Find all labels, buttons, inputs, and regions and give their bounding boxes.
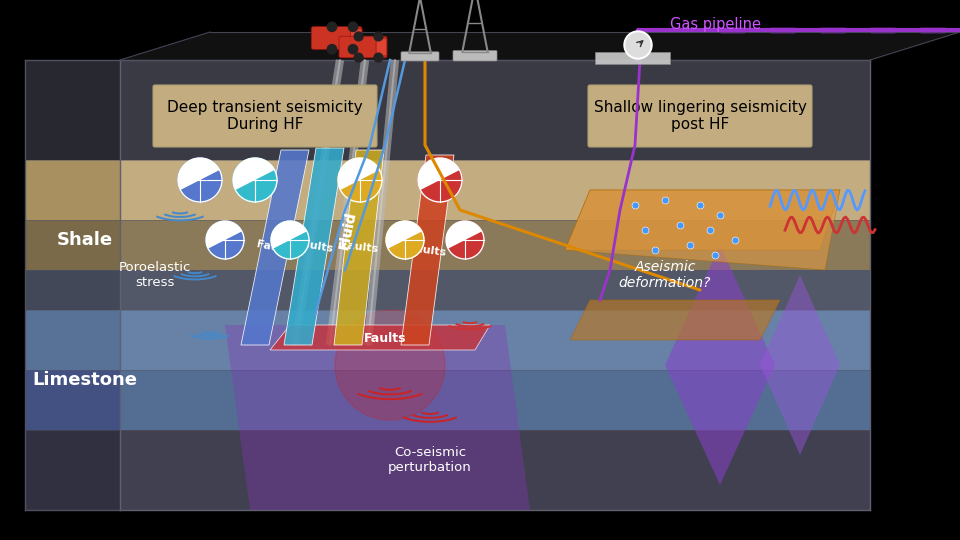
Circle shape	[386, 221, 424, 259]
Circle shape	[233, 158, 277, 202]
Circle shape	[626, 33, 650, 57]
Circle shape	[418, 158, 462, 202]
Polygon shape	[241, 150, 309, 345]
Polygon shape	[120, 60, 870, 510]
Polygon shape	[25, 60, 120, 160]
Circle shape	[446, 221, 484, 259]
Circle shape	[374, 32, 383, 41]
Text: Faults: Faults	[340, 240, 378, 254]
Circle shape	[327, 44, 337, 54]
Text: Aseismic
deformation?: Aseismic deformation?	[619, 260, 711, 290]
Text: Poroelastic
stress: Poroelastic stress	[119, 261, 191, 289]
Polygon shape	[25, 270, 120, 310]
Polygon shape	[760, 275, 840, 455]
Circle shape	[327, 22, 337, 31]
Polygon shape	[120, 370, 870, 430]
Circle shape	[624, 31, 652, 59]
Polygon shape	[565, 190, 840, 270]
Polygon shape	[401, 155, 454, 345]
Polygon shape	[565, 190, 840, 250]
FancyBboxPatch shape	[153, 85, 377, 147]
Polygon shape	[25, 60, 120, 510]
Polygon shape	[665, 245, 775, 485]
Circle shape	[178, 158, 222, 202]
Circle shape	[354, 53, 363, 62]
FancyBboxPatch shape	[339, 36, 387, 58]
FancyBboxPatch shape	[376, 38, 387, 56]
Polygon shape	[120, 160, 870, 220]
Text: Faults: Faults	[364, 332, 406, 345]
Text: Faults: Faults	[408, 242, 447, 258]
Text: Limestone: Limestone	[33, 371, 137, 389]
Text: Fluid: Fluid	[337, 210, 359, 250]
Polygon shape	[25, 430, 120, 510]
Polygon shape	[225, 325, 530, 510]
FancyBboxPatch shape	[350, 29, 362, 48]
FancyBboxPatch shape	[453, 51, 497, 61]
Circle shape	[348, 44, 358, 54]
Polygon shape	[595, 52, 670, 64]
Text: Co-seismic
perturbation: Co-seismic perturbation	[388, 446, 472, 474]
Polygon shape	[120, 430, 870, 510]
Polygon shape	[206, 221, 242, 248]
Polygon shape	[178, 158, 220, 190]
Circle shape	[335, 310, 445, 420]
Polygon shape	[25, 310, 120, 370]
Polygon shape	[284, 148, 344, 345]
Text: Faults: Faults	[295, 239, 333, 254]
Polygon shape	[271, 221, 307, 248]
Polygon shape	[270, 325, 490, 350]
Text: Gas pipeline: Gas pipeline	[669, 17, 760, 31]
Polygon shape	[338, 158, 379, 190]
Polygon shape	[418, 158, 460, 190]
Polygon shape	[25, 220, 120, 270]
Polygon shape	[25, 160, 120, 220]
Polygon shape	[120, 270, 870, 310]
Text: Fluid: Fluid	[337, 210, 359, 250]
Circle shape	[206, 221, 244, 259]
Polygon shape	[120, 60, 870, 160]
Polygon shape	[120, 220, 870, 270]
Polygon shape	[120, 32, 960, 60]
Polygon shape	[446, 221, 482, 248]
Circle shape	[271, 221, 309, 259]
Text: Shallow lingering seismicity
post HF: Shallow lingering seismicity post HF	[593, 100, 806, 132]
Polygon shape	[233, 158, 275, 190]
Polygon shape	[120, 310, 870, 370]
Polygon shape	[334, 150, 384, 345]
Circle shape	[354, 32, 363, 41]
Text: Faults: Faults	[255, 239, 295, 256]
Text: Deep transient seismicity
During HF: Deep transient seismicity During HF	[167, 100, 363, 132]
FancyBboxPatch shape	[311, 26, 362, 49]
Circle shape	[348, 22, 358, 31]
Text: Shale: Shale	[57, 231, 113, 249]
FancyBboxPatch shape	[588, 85, 812, 147]
Polygon shape	[570, 300, 780, 340]
Polygon shape	[386, 221, 422, 248]
Circle shape	[374, 53, 383, 62]
Polygon shape	[25, 370, 120, 430]
FancyBboxPatch shape	[401, 52, 439, 61]
Circle shape	[338, 158, 382, 202]
